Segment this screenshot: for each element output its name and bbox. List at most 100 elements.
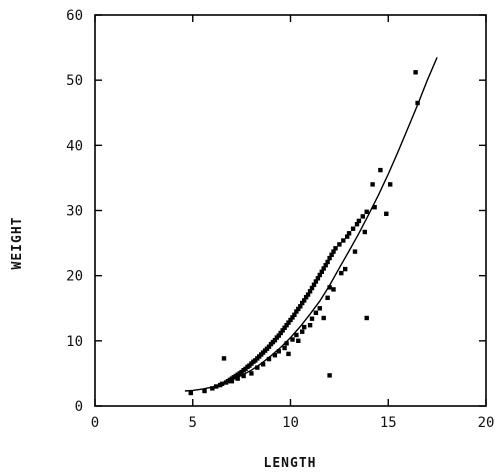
data-point xyxy=(290,315,295,320)
data-point xyxy=(378,167,383,173)
x-tick-label: 15 xyxy=(380,415,397,431)
data-point xyxy=(221,356,227,361)
y-tick-label: 10 xyxy=(66,334,83,350)
x-axis-title: LENGTH xyxy=(264,456,317,471)
x-tick-label: 5 xyxy=(189,415,197,431)
data-point xyxy=(284,341,289,346)
fit-line-path xyxy=(184,57,438,392)
data-point xyxy=(309,285,315,291)
data-point xyxy=(325,259,330,265)
data-point xyxy=(331,249,336,254)
data-point xyxy=(384,211,389,216)
data-point xyxy=(331,287,336,292)
data-point xyxy=(288,317,293,323)
data-point xyxy=(319,269,324,274)
data-point xyxy=(313,310,319,315)
data-point xyxy=(296,306,301,312)
data-point xyxy=(282,325,287,330)
data-point xyxy=(352,249,358,254)
data-point xyxy=(329,252,334,257)
y-tick-label: 60 xyxy=(66,8,83,24)
data-point xyxy=(266,344,272,349)
data-point xyxy=(300,300,305,306)
plot-frame xyxy=(94,14,487,407)
fit-curve xyxy=(184,57,438,392)
data-point xyxy=(260,362,266,367)
data-point xyxy=(388,182,393,187)
data-point xyxy=(345,234,350,239)
x-tick-label: 20 xyxy=(478,415,495,431)
data-point xyxy=(235,376,240,381)
data-point xyxy=(286,320,291,325)
y-tick-label: 50 xyxy=(66,73,83,89)
data-point xyxy=(284,323,289,328)
data-point xyxy=(255,365,260,370)
data-point xyxy=(364,209,369,214)
data-point xyxy=(290,337,295,342)
data-point xyxy=(354,222,360,227)
y-tick-label: 0 xyxy=(75,399,83,415)
data-point xyxy=(229,379,235,384)
data-point xyxy=(327,255,332,261)
data-point xyxy=(272,338,278,343)
data-point xyxy=(307,323,313,328)
data-point xyxy=(302,298,307,303)
data-points xyxy=(188,70,420,396)
data-point xyxy=(210,386,215,391)
data-point xyxy=(321,266,326,271)
data-point xyxy=(413,70,418,75)
x-tick-label: 0 xyxy=(91,415,99,431)
data-point xyxy=(276,349,281,354)
data-point xyxy=(272,353,278,358)
data-point xyxy=(278,330,283,336)
data-point xyxy=(292,312,297,317)
data-point xyxy=(337,242,342,247)
data-point xyxy=(356,218,362,224)
data-point xyxy=(315,276,321,281)
data-point xyxy=(333,246,338,251)
y-axis-ticks: 0 10 20 30 40 50 60 xyxy=(66,8,486,415)
data-point xyxy=(280,328,285,333)
data-point xyxy=(282,345,287,351)
data-point xyxy=(372,205,377,210)
data-point xyxy=(321,315,326,321)
data-point xyxy=(415,100,420,106)
data-point xyxy=(303,295,309,300)
data-point xyxy=(276,333,281,338)
data-point xyxy=(370,182,375,187)
y-tick-label: 20 xyxy=(66,269,83,285)
data-point xyxy=(317,306,322,311)
data-point xyxy=(311,282,317,287)
data-point xyxy=(298,304,303,309)
data-point xyxy=(219,381,225,386)
data-point xyxy=(294,309,299,314)
x-axis-ticks: 0 5 10 15 20 xyxy=(91,15,495,431)
data-point xyxy=(286,351,291,357)
data-point xyxy=(343,266,348,272)
x-tick-label: 10 xyxy=(282,415,299,431)
data-point xyxy=(350,226,356,231)
data-point xyxy=(302,324,307,330)
data-point xyxy=(327,373,332,378)
data-point xyxy=(296,338,301,343)
data-point xyxy=(317,272,322,278)
data-point xyxy=(249,371,254,376)
data-point xyxy=(241,373,246,379)
data-point xyxy=(360,214,365,219)
data-point xyxy=(346,231,352,236)
data-point xyxy=(214,384,219,389)
data-point xyxy=(294,332,299,338)
data-point xyxy=(341,238,346,243)
axis-frame xyxy=(94,14,487,407)
data-point xyxy=(362,229,367,235)
data-point xyxy=(307,289,313,294)
data-point xyxy=(202,388,207,394)
data-point xyxy=(188,390,193,396)
y-axis-title: WEIGHT xyxy=(10,217,25,270)
data-point xyxy=(339,270,344,276)
data-point xyxy=(323,263,328,268)
y-tick-label: 30 xyxy=(66,204,83,220)
data-point xyxy=(309,316,315,321)
data-point xyxy=(300,329,305,334)
